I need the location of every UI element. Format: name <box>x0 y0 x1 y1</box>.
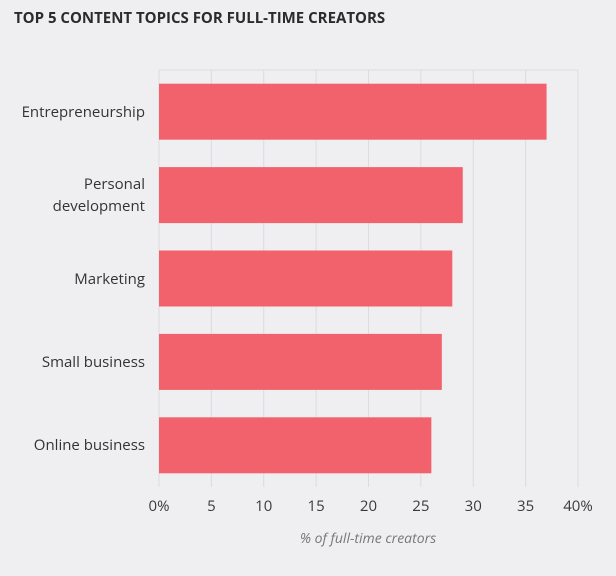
bar <box>159 250 453 307</box>
bar <box>159 333 442 390</box>
bar <box>159 167 463 224</box>
x-tick-label: 5 <box>207 496 216 516</box>
x-tick-label: 0% <box>149 496 170 516</box>
x-tick-label: 30 <box>465 496 482 516</box>
bar <box>159 417 432 474</box>
bar <box>159 83 547 140</box>
x-tick-label: 15 <box>308 496 325 516</box>
x-tick-label: 10 <box>255 496 272 516</box>
x-tick-label: 20 <box>360 496 377 516</box>
x-tick-label: 35 <box>517 496 534 516</box>
y-tick-label: Personal development <box>52 174 145 217</box>
y-tick-label: Small business <box>41 351 145 372</box>
y-tick-label: Marketing <box>74 268 145 289</box>
y-tick-label: Online business <box>33 435 145 456</box>
x-tick-label: 25 <box>412 496 429 516</box>
x-tick-label: 40% <box>563 496 593 516</box>
x-axis-label: % of full-time creators <box>300 529 436 548</box>
chart-title: TOP 5 CONTENT TOPICS FOR FULL-TIME CREAT… <box>14 8 385 28</box>
y-tick-label: Entrepreneurship <box>21 101 145 122</box>
